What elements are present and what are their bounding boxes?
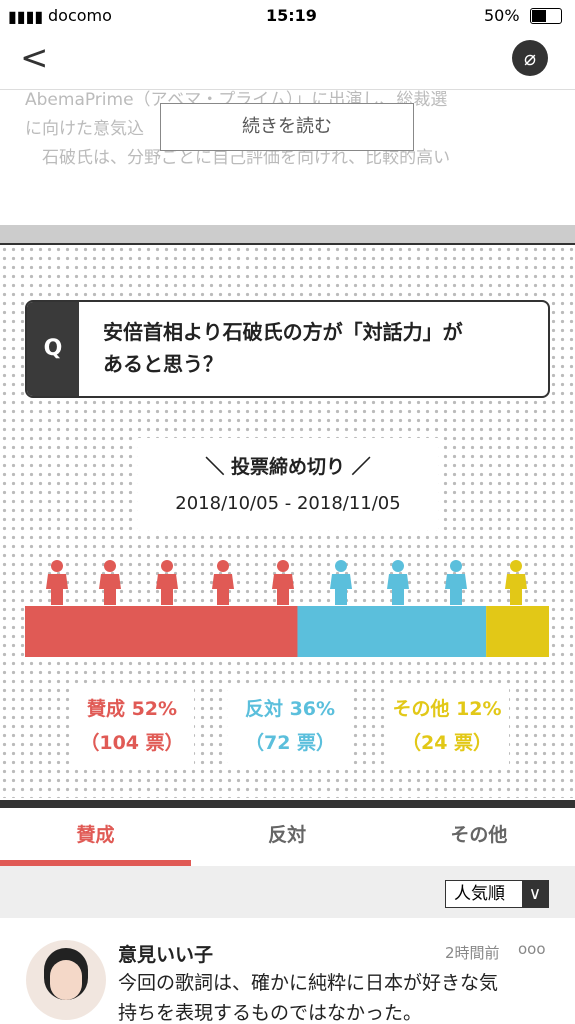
tab[interactable]: その他 [450, 824, 508, 846]
person-icon [445, 560, 467, 605]
deadline-title: ＼ 投票締め切り ／ [205, 456, 371, 478]
question-line: あると思う？ [103, 352, 223, 376]
result-box: 反対 36% （72 票） [228, 688, 352, 766]
more-button[interactable]: ooo [518, 940, 546, 958]
sort-button[interactable]: 人気順 ∨ [445, 880, 549, 908]
sort-arrow: ∨ [522, 881, 548, 907]
comment-text: 今回の歌詞は、確かに純粋に日本が好きな気 持ちを表現するものではなかった。 [118, 968, 498, 1024]
tabs: 賛成 反対 その他 [0, 808, 575, 866]
result-votes: （104 票） [80, 732, 184, 754]
comment-time: 2時間前 [445, 944, 500, 962]
result-box: 賛成 52% （104 票） [70, 688, 194, 766]
bar-segment [297, 606, 487, 657]
sort-label: 人気順 [454, 884, 505, 904]
result-label: その他 12% [392, 698, 502, 720]
tab[interactable]: 反対 [268, 824, 307, 846]
tab-underline [0, 860, 191, 866]
question-box: Q 安倍首相より石破氏の方が「対話力」が あると思う？ [25, 300, 550, 398]
result-bar [25, 560, 549, 657]
bar-segment [486, 606, 549, 657]
person-icon [212, 560, 234, 605]
person-icon [330, 560, 352, 605]
result-label: 反対 36% [244, 698, 336, 720]
comment-line: 今回の歌詞は、確かに純粋に日本が好きな気 [118, 972, 499, 994]
result-votes: （72 票） [244, 732, 336, 754]
battery: 50% [484, 6, 520, 25]
person-icon [99, 560, 121, 605]
result-label: 賛成 52% [86, 698, 178, 720]
person-icon [387, 560, 409, 605]
result-votes: （24 票） [401, 732, 493, 754]
person-icon [272, 560, 294, 605]
article-line: に向けた意気込 [25, 119, 144, 139]
avatar [26, 940, 106, 1020]
time: 15:19 [266, 6, 317, 25]
person-icon [46, 560, 68, 605]
sort-band: 人気順 ∨ [0, 866, 575, 918]
back-button[interactable]: < [20, 38, 49, 78]
q-mark: Q [27, 302, 79, 396]
read-more-button[interactable]: 続きを読む [160, 103, 414, 151]
clip-button[interactable]: ⌀ [512, 40, 548, 76]
tab[interactable]: 賛成 [76, 824, 115, 846]
bar-segment [25, 606, 298, 657]
divider-dark [0, 800, 575, 808]
result-box: その他 12% （24 票） [385, 688, 509, 766]
article-line: 石破氏は、分野ごとに自己評価を向けれ、比較的高い [25, 148, 451, 168]
comment-author: 意見いい子 [118, 944, 214, 966]
person-icon [505, 560, 527, 605]
status-bar: ▮▮▮▮ docomo 15:19 50% [0, 0, 575, 32]
battery-icon [530, 8, 562, 24]
carrier: docomo [48, 6, 112, 25]
question: 安倍首相より石破氏の方が「対話力」が あると思う？ [103, 316, 463, 380]
section-band [0, 225, 575, 245]
comment-line: 持ちを表現するものではなかった。 [118, 1002, 423, 1024]
signal: ▮▮▮▮ [8, 7, 44, 26]
divider [0, 89, 575, 90]
question-line: 安倍首相より石破氏の方が「対話力」が [103, 320, 463, 344]
deadline-box: ＼ 投票締め切り ／ 2018/10/05 - 2018/11/05 [138, 438, 438, 530]
deadline-range: 2018/10/05 - 2018/11/05 [175, 493, 401, 514]
person-icon [156, 560, 178, 605]
